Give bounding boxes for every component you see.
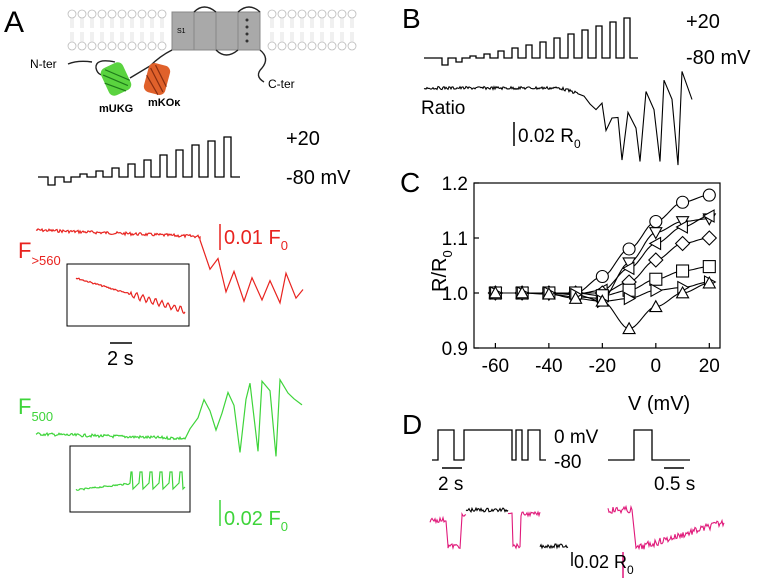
data-point-triangle-up bbox=[568, 291, 583, 304]
iv-chart: -60 -40 -20 0 20 0.9 1.0 1.1 1.2 R/R0 V (mV) bbox=[429, 174, 721, 415]
x-axis-label: V (mV) bbox=[628, 393, 690, 415]
data-point-triangle-up bbox=[622, 321, 637, 335]
data-point-triangle-up bbox=[648, 299, 663, 313]
data-point-triangle-left bbox=[648, 236, 662, 251]
data-point-diamond bbox=[674, 235, 691, 252]
data-point-circle bbox=[702, 188, 716, 202]
green-trace-group: F500 0.02 F0 bbox=[18, 377, 303, 534]
c-ter-label: C-ter bbox=[268, 77, 295, 91]
x-tick-label: -40 bbox=[535, 356, 562, 377]
data-point-triangle-up bbox=[541, 286, 556, 300]
protocol-a-bottom-label: -80 mV bbox=[286, 167, 351, 189]
y-tick-label: 0.9 bbox=[442, 339, 468, 360]
data-point-circle bbox=[595, 269, 609, 284]
d-ratio-scale: 0.02 R0 bbox=[574, 552, 634, 577]
membrane-schematic: S1 N-ter C-ter mUKG mKOκ bbox=[30, 6, 357, 115]
data-point-triangle-up bbox=[515, 285, 530, 299]
data-point-square bbox=[676, 264, 690, 278]
ratio-trace-group: Ratio 0.02 R0 bbox=[421, 71, 693, 166]
panel-label-c: C bbox=[400, 167, 420, 198]
n-ter-label: N-ter bbox=[30, 57, 57, 71]
green-scale-label: 0.02 F0 bbox=[224, 508, 288, 534]
data-point-triangle-up bbox=[675, 285, 690, 299]
ratio-label: Ratio bbox=[421, 98, 465, 119]
red-scale-label: 0.01 F0 bbox=[224, 227, 288, 253]
data-point-triangle-left bbox=[621, 261, 635, 276]
green-inset bbox=[69, 445, 191, 513]
mkok-barrel bbox=[143, 63, 171, 96]
data-point-square bbox=[702, 260, 716, 274]
data-point-triangle-down bbox=[648, 227, 663, 240]
data-point-diamond bbox=[701, 230, 718, 246]
panel-label-d: D bbox=[402, 409, 422, 440]
y-axis-label: R/R0 bbox=[429, 250, 455, 292]
panel-label-a: A bbox=[4, 6, 24, 39]
red-trace-label: F>560 bbox=[18, 238, 61, 268]
protocol-d-top-label: 0 mV bbox=[554, 427, 599, 448]
data-point-triangle-up bbox=[702, 275, 717, 289]
data-point-triangle-right bbox=[623, 291, 637, 306]
voltage-protocol-d: 0 mV -80 2 s 0.5 s bbox=[432, 427, 695, 495]
protocol-d-bottom-label: -80 bbox=[554, 452, 581, 473]
data-point-triangle-left bbox=[702, 209, 715, 223]
chart-frame bbox=[473, 182, 721, 349]
mukg-label: mUKG bbox=[99, 103, 133, 115]
mkok-label: mKOκ bbox=[148, 97, 181, 109]
data-point-square bbox=[649, 272, 663, 286]
data-point-triangle-left bbox=[675, 220, 688, 234]
ratio-scale-label: 0.02 R0 bbox=[518, 126, 581, 151]
time-scale-a-label: 2 s bbox=[107, 348, 134, 370]
voltage-protocol-a: +20 -80 mV bbox=[38, 128, 351, 189]
data-point-triangle-right bbox=[650, 283, 663, 298]
lipid-bilayer bbox=[67, 9, 357, 51]
s1-label: S1 bbox=[177, 28, 186, 35]
red-inset bbox=[66, 263, 190, 327]
x-tick-label: -20 bbox=[589, 356, 616, 377]
y-tick-label: 1.1 bbox=[442, 229, 468, 250]
y-tick-label: 1.0 bbox=[442, 284, 468, 305]
voltage-protocol-b: +20 -80 mV bbox=[424, 11, 751, 69]
y-tick-label: 1.2 bbox=[442, 174, 468, 195]
d-ratio-traces: 0.02 R0 bbox=[429, 504, 725, 578]
protocol-b-bottom-label: -80 mV bbox=[686, 47, 751, 69]
time-scale-a: 2 s bbox=[107, 342, 134, 370]
panel-label-b: B bbox=[402, 3, 421, 34]
data-point-circle bbox=[676, 195, 690, 209]
data-point-diamond bbox=[648, 252, 664, 268]
data-point-triangle-up bbox=[488, 285, 503, 299]
x-tick-label: -60 bbox=[482, 356, 509, 377]
data-point-circle bbox=[622, 242, 636, 256]
d-time-scale-1: 2 s bbox=[438, 474, 463, 495]
mukg-barrel bbox=[100, 62, 132, 96]
x-tick-label: 20 bbox=[699, 356, 720, 377]
data-point-triangle-up bbox=[595, 294, 610, 307]
x-tick-label: 0 bbox=[651, 356, 662, 377]
data-point-circle bbox=[649, 214, 663, 229]
protocol-a-top-label: +20 bbox=[286, 128, 320, 150]
red-trace-group: F>560 0.01 F0 bbox=[18, 224, 304, 327]
protocol-b-top-label: +20 bbox=[686, 11, 720, 33]
d-time-scale-2: 0.5 s bbox=[654, 474, 695, 495]
green-trace-label: F500 bbox=[18, 394, 53, 424]
